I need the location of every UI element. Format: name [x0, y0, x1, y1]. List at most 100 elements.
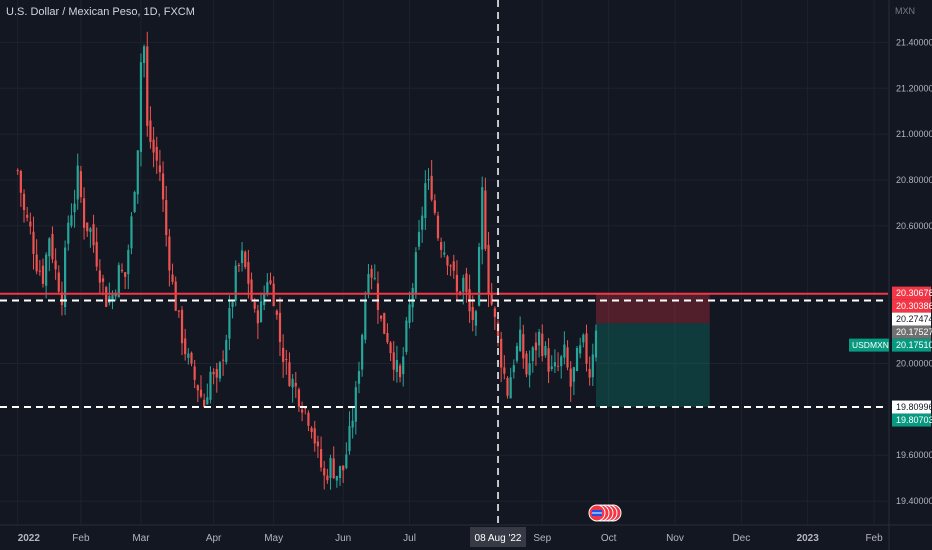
candle-body	[48, 238, 51, 257]
candle-body	[506, 378, 509, 396]
candle-body	[22, 193, 26, 211]
candle-body	[177, 310, 180, 312]
candle-body	[465, 273, 468, 293]
candle-body	[402, 356, 405, 375]
candle-body	[117, 265, 120, 298]
candle-body	[398, 365, 402, 378]
candle-body	[57, 272, 60, 292]
candle-body	[38, 270, 41, 272]
candle-body	[462, 277, 465, 292]
candle-body	[560, 356, 563, 367]
time-tick-label: May	[264, 533, 283, 544]
candle-body	[588, 368, 591, 378]
candle-body	[455, 274, 459, 292]
candle-body	[82, 198, 86, 228]
candle-body	[430, 175, 433, 200]
candle-body	[285, 359, 288, 361]
candle-body	[301, 409, 304, 413]
candle-body	[304, 407, 307, 409]
candle-body	[269, 280, 272, 284]
candle-body	[54, 260, 57, 270]
candle-body	[329, 457, 332, 479]
candle-body	[525, 353, 528, 375]
time-tick-label: Feb	[865, 533, 883, 544]
candle-body	[357, 371, 361, 384]
candle-body	[335, 475, 338, 481]
candle-body	[171, 274, 174, 282]
candle-body	[575, 347, 579, 371]
time-tick-label: Mar	[132, 533, 150, 544]
candle-body	[550, 366, 553, 370]
candle-body	[247, 262, 250, 284]
candle-body	[101, 278, 105, 282]
price-label-box	[892, 338, 931, 352]
time-tick-label: 2023	[797, 533, 820, 544]
candle-body	[556, 365, 560, 367]
candle-body	[253, 302, 256, 309]
candle-body	[190, 352, 193, 364]
price-label: 20.27474	[896, 314, 932, 324]
price-label-box	[892, 325, 931, 339]
candle-body	[35, 254, 38, 272]
candle-body	[218, 362, 222, 379]
candle-body	[120, 269, 124, 272]
candle-body	[310, 427, 313, 432]
candle-body	[373, 277, 376, 279]
candle-body	[225, 339, 228, 363]
candle-body	[503, 367, 506, 374]
candle-body	[319, 449, 323, 468]
candle-body	[474, 311, 477, 326]
price-tick-label: 19.40000	[896, 496, 932, 506]
candle-body	[266, 282, 269, 293]
candle-body	[307, 412, 310, 426]
candle-body	[89, 228, 92, 232]
price-label-box	[892, 400, 931, 414]
candle-body	[481, 187, 484, 250]
candle-body	[534, 342, 538, 351]
candle-body	[392, 352, 395, 370]
candle-body	[572, 367, 575, 382]
candle-body	[250, 279, 253, 301]
candle-body	[161, 173, 165, 200]
candle-body	[566, 347, 569, 368]
candle-body	[193, 366, 196, 380]
candle-body	[569, 368, 572, 387]
time-tick-label: 2022	[18, 533, 41, 544]
price-tick-label: 21.00000	[896, 129, 932, 139]
candle-body	[477, 247, 481, 306]
candle-body	[51, 234, 54, 260]
candle-body	[484, 190, 487, 249]
candle-body	[582, 334, 585, 343]
candle-body	[509, 377, 512, 399]
candle-body	[209, 371, 212, 400]
candle-body	[436, 215, 440, 239]
price-axis	[890, 0, 932, 550]
candle-body	[370, 268, 373, 278]
price-tick-label: 21.20000	[896, 83, 932, 93]
candle-body	[19, 170, 22, 193]
candle-body	[585, 333, 588, 364]
candle-body	[316, 441, 319, 447]
candle-body	[165, 200, 168, 235]
position-stop-zone	[595, 293, 710, 324]
crosshair-date-label: 08 Aug '22	[475, 533, 522, 544]
candle-body	[541, 333, 544, 357]
candle-body	[139, 62, 143, 152]
price-label: 19.80996	[896, 402, 932, 412]
candle-body	[512, 365, 515, 373]
price-label: 20.30386	[896, 301, 932, 311]
candle-body	[408, 304, 411, 323]
candle-body	[278, 312, 282, 343]
candle-body	[297, 389, 301, 407]
candle-body	[199, 389, 203, 397]
time-tick-label: Jul	[403, 533, 416, 544]
candle-body	[143, 46, 146, 64]
candle-body	[500, 338, 503, 368]
candle-body	[158, 165, 161, 173]
candle-body	[405, 320, 408, 352]
currency-label: MXN	[895, 6, 915, 16]
candle-body	[487, 244, 490, 295]
candle-body	[222, 359, 225, 361]
candle-body	[203, 399, 206, 407]
